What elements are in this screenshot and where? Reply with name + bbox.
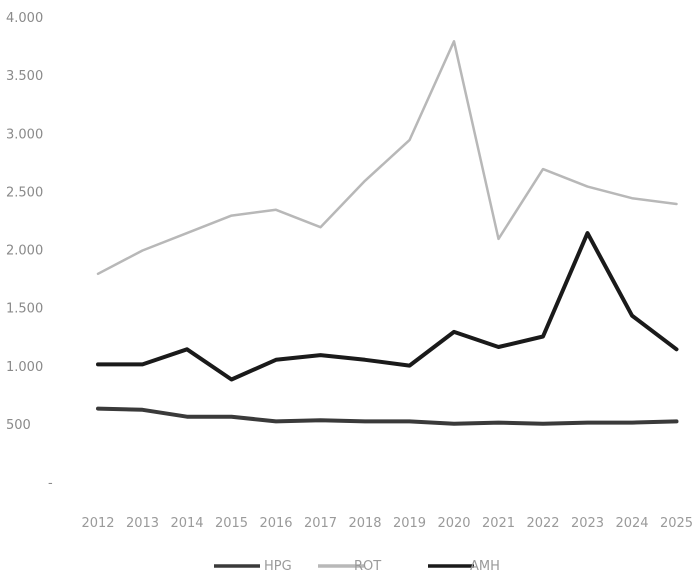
- series-line-amh: [96, 231, 679, 382]
- legend-label-amh: AMH: [470, 559, 500, 574]
- x-tick-label: 2022: [526, 516, 559, 531]
- x-tick-label: 2012: [81, 516, 114, 531]
- x-tick-label: 2013: [126, 516, 159, 531]
- x-axis-ticks: 2012 2013 2014 2015 2016 2017 2018 2019 2020 2021…: [81, 516, 693, 531]
- y-tick-label: 3.000: [6, 127, 43, 142]
- legend-label-rot: ROT: [354, 559, 381, 574]
- y-tick-label: 2.500: [6, 185, 43, 200]
- x-tick-label: 2016: [259, 516, 292, 531]
- x-tick-label: 2017: [304, 516, 337, 531]
- x-tick-label: 2014: [170, 516, 203, 531]
- y-tick-label: 3.500: [6, 69, 43, 84]
- x-tick-label: 2020: [437, 516, 470, 531]
- series-line-hpg: [96, 406, 679, 426]
- x-tick-label: 2015: [215, 516, 248, 531]
- y-tick-label: 1.500: [6, 302, 43, 317]
- x-tick-label: 2021: [482, 516, 515, 531]
- x-tick-label: 2024: [615, 516, 648, 531]
- x-tick-label: 2018: [348, 516, 381, 531]
- y-tick-label: 4.000: [6, 11, 43, 26]
- x-tick-label: 2023: [571, 516, 604, 531]
- y-tick-label: 500: [6, 418, 31, 433]
- legend: HPG ROT AMH: [214, 559, 500, 574]
- y-tick-label: 1.000: [6, 360, 43, 375]
- y-axis-ticks: - 500 1.000 1.500 2.000 2.500 3.000 3.500 4.000: [6, 11, 53, 491]
- legend-label-hpg: HPG: [264, 559, 292, 574]
- series-line-rot: [96, 40, 678, 276]
- x-tick-label: 2019: [393, 516, 426, 531]
- y-tick-label: -: [48, 476, 53, 491]
- series-lines: [96, 40, 679, 426]
- x-tick-label: 2025: [660, 516, 693, 531]
- y-tick-label: 2.000: [6, 244, 43, 259]
